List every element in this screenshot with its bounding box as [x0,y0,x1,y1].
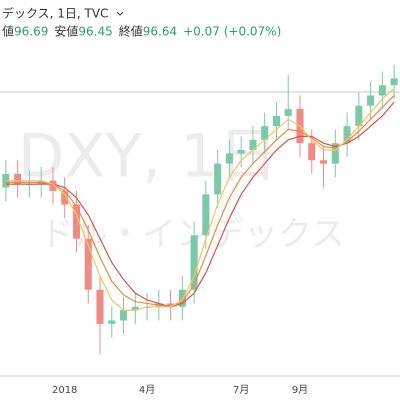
candle-body [214,163,222,195]
quote-value: 96.64 [143,25,177,39]
x-tick-label: 9月 [292,384,308,396]
candle-body [320,160,328,164]
candle-body [237,150,245,154]
quote-value: 96.45 [78,25,112,39]
candle-body [249,139,257,150]
candle-body [343,126,351,144]
x-axis: 2018 4月 7月 9月 [52,384,308,396]
candle-body [261,126,269,140]
candle-body [72,204,80,239]
candle-body [131,306,139,311]
candle-body [49,180,57,191]
quote-label: 値 [2,24,14,39]
candle-body [202,194,210,236]
dropdown-icon[interactable] [116,11,124,16]
quote-change: +0.07 (+0.07%) [183,25,281,39]
ma-line [5,88,395,311]
candle-body [96,289,104,324]
candle-body [190,235,198,290]
quote-value: 96.69 [14,25,48,39]
candle-body [225,153,233,164]
candle-body [14,173,22,185]
candle-body [178,289,186,307]
candle-body [61,190,69,205]
candle-body [367,95,375,106]
quote-label: 終値 [119,24,143,39]
candle-body [84,238,92,290]
candle-body [308,143,316,161]
x-tick-label: 7月 [233,384,249,396]
candle-body [378,85,386,96]
candle-body [167,303,175,307]
candle-body [272,115,280,127]
ma-line [5,95,395,308]
candle-body [108,320,116,324]
ma-line [5,101,395,308]
symbol-title[interactable]: デックス, 1日, TVC [2,6,108,21]
quote-legend: 値 96.69 安値 96.45 終値 96.64 +0.07 (+0.07%) [2,24,281,39]
candle-body [355,105,363,127]
watermark: DXY, 1日 [18,122,278,192]
candle-body [390,78,398,86]
plot-area [0,64,400,355]
candle-body [120,310,128,321]
x-tick-label: 4月 [139,384,155,396]
quote-label: 安値 [54,24,78,39]
candle-body [284,109,292,116]
candle-body [331,143,339,164]
x-tick-label: 2018 [52,385,77,396]
